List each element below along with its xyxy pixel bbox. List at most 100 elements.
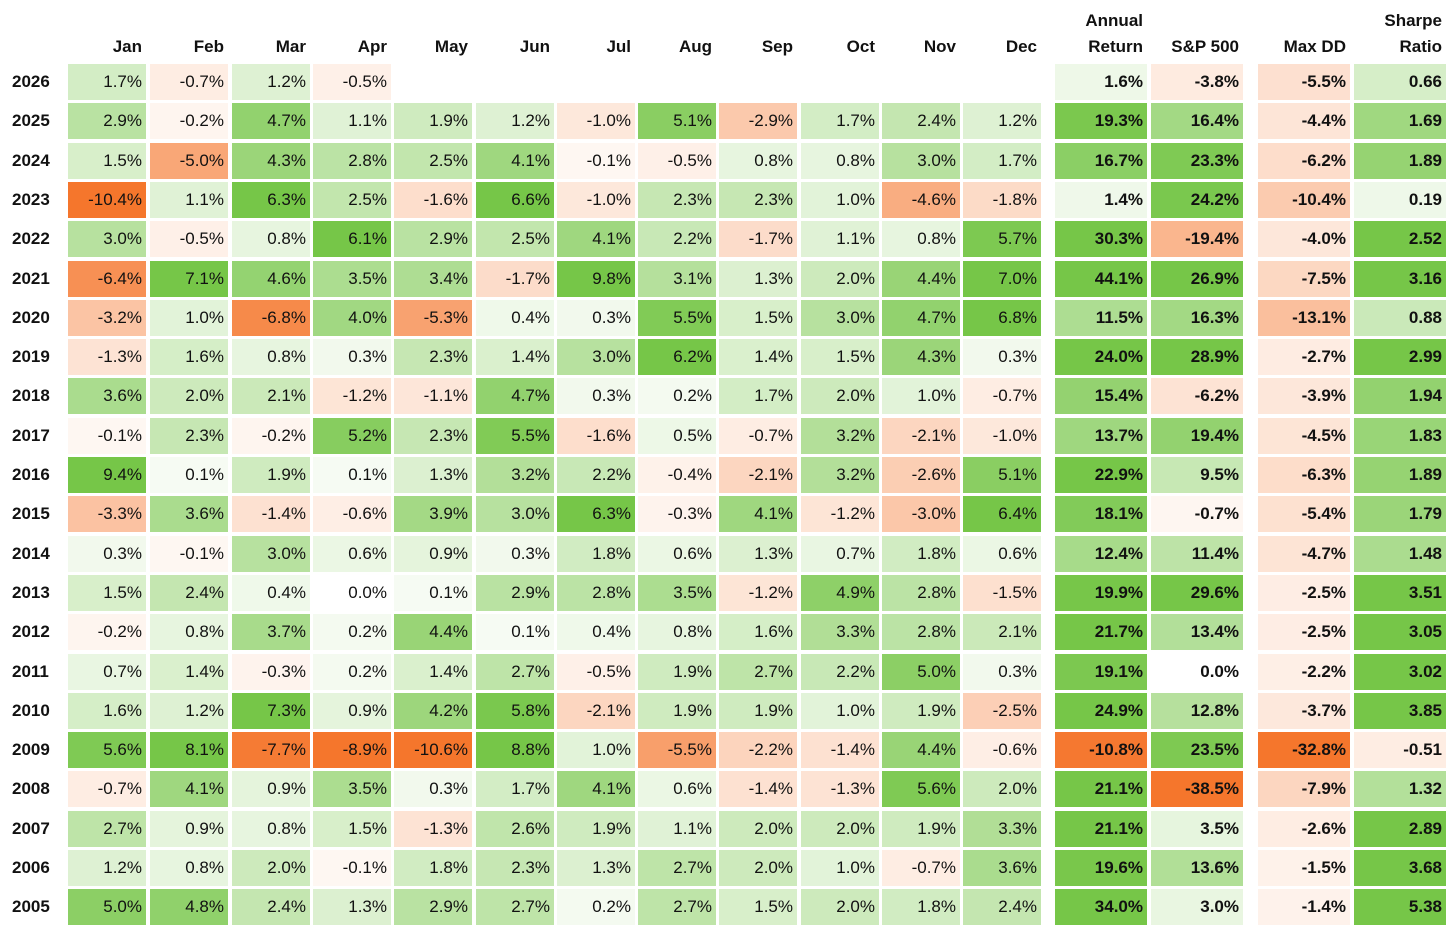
month-return: 1.9% xyxy=(638,692,716,729)
summary-value: -1.5% xyxy=(1258,850,1350,886)
summary-value: 19.9% xyxy=(1055,574,1147,611)
month-return: 1.5% xyxy=(719,299,797,336)
month-return: -1.2% xyxy=(719,574,797,611)
month-return: 2.8% xyxy=(882,614,960,651)
summary-value: -38.5% xyxy=(1151,771,1243,808)
month-return: 4.1% xyxy=(476,142,554,179)
month-return: 2.4% xyxy=(232,889,310,926)
month-return: -1.7% xyxy=(719,221,797,258)
month-return: 0.3% xyxy=(963,339,1041,376)
month-return: 2.0% xyxy=(801,260,879,297)
month-return: 6.6% xyxy=(476,181,554,218)
month-return: 0.6% xyxy=(313,535,391,572)
month-return: 0.8% xyxy=(150,614,228,651)
month-return: -1.6% xyxy=(394,181,472,218)
month-return: 1.8% xyxy=(394,850,472,886)
summary-value: 18.1% xyxy=(1055,496,1147,533)
month-return: 3.5% xyxy=(638,574,716,611)
month-return: 3.2% xyxy=(801,457,879,493)
month-return: 5.0% xyxy=(882,653,960,690)
month-return: -0.4% xyxy=(638,457,716,493)
month-return: -1.5% xyxy=(963,574,1041,611)
month-return: 0.8% xyxy=(150,850,228,886)
month-return: 1.0% xyxy=(882,378,960,415)
month-return: 0.8% xyxy=(232,221,310,258)
month-return: 1.7% xyxy=(719,378,797,415)
summary-value: 19.4% xyxy=(1151,417,1243,454)
month-return: 2.4% xyxy=(963,889,1041,926)
month-return: 7.3% xyxy=(232,692,310,729)
row-year: 2023 xyxy=(12,189,50,209)
month-return: 3.0% xyxy=(557,339,635,376)
month-return: -1.0% xyxy=(557,181,635,218)
month-return: 4.9% xyxy=(801,574,879,611)
month-return: 2.7% xyxy=(476,653,554,690)
month-return: 2.9% xyxy=(394,221,472,258)
column-header: Sharpe Ratio xyxy=(1384,11,1442,56)
month-return: 3.6% xyxy=(68,378,146,415)
month-return: -1.3% xyxy=(801,771,879,808)
month-return: 0.9% xyxy=(313,692,391,729)
summary-value: 13.6% xyxy=(1151,850,1243,886)
month-return: -0.6% xyxy=(313,496,391,533)
month-return: 5.7% xyxy=(963,221,1041,258)
month-return: 0.2% xyxy=(557,889,635,926)
month-return: 3.2% xyxy=(801,417,879,454)
month-return: 2.3% xyxy=(394,417,472,454)
summary-value: -13.1% xyxy=(1258,299,1350,336)
summary-value: -2.5% xyxy=(1258,614,1350,651)
summary-value: 11.4% xyxy=(1151,535,1243,572)
summary-value: 12.8% xyxy=(1151,692,1243,729)
month-return: 1.9% xyxy=(719,692,797,729)
column-header: Oct xyxy=(846,37,875,56)
month-return: -1.0% xyxy=(557,103,635,140)
month-return: 2.8% xyxy=(882,574,960,611)
row-year: 2021 xyxy=(12,268,50,288)
summary-value: 3.16 xyxy=(1354,260,1446,297)
month-return: 2.5% xyxy=(476,221,554,258)
month-return: 1.3% xyxy=(719,260,797,297)
month-return: 1.8% xyxy=(557,535,635,572)
month-return: 1.5% xyxy=(68,142,146,179)
month-return: 5.6% xyxy=(882,771,960,808)
summary-value: 29.6% xyxy=(1151,574,1243,611)
month-return: -1.4% xyxy=(719,771,797,808)
month-return: 0.8% xyxy=(638,614,716,651)
month-return: 1.7% xyxy=(68,64,146,100)
row-year: 2006 xyxy=(12,858,50,877)
summary-value: -4.7% xyxy=(1258,535,1350,572)
month-return: 1.7% xyxy=(801,103,879,140)
month-return: 0.3% xyxy=(313,339,391,376)
month-return: 3.7% xyxy=(232,614,310,651)
month-return: -0.7% xyxy=(882,850,960,886)
month-return: 8.1% xyxy=(150,732,228,769)
summary-value: -5.4% xyxy=(1258,496,1350,533)
month-return: 0.4% xyxy=(557,614,635,651)
month-return: 5.2% xyxy=(313,417,391,454)
month-return: 2.5% xyxy=(394,142,472,179)
row-year: 2010 xyxy=(12,700,50,720)
month-return: 7.0% xyxy=(963,260,1041,297)
month-return: 6.4% xyxy=(963,496,1041,533)
column-header: May xyxy=(434,37,468,56)
month-return: 0.6% xyxy=(638,535,716,572)
month-return: 0.6% xyxy=(638,771,716,808)
column-header: Jun xyxy=(519,37,550,56)
summary-value: -7.9% xyxy=(1258,771,1350,808)
row-year: 2008 xyxy=(12,779,50,799)
month-return: 4.1% xyxy=(719,496,797,533)
month-return: 1.8% xyxy=(882,535,960,572)
month-return: 0.3% xyxy=(963,653,1041,690)
month-return: 8.8% xyxy=(476,732,554,769)
month-return: -0.7% xyxy=(150,64,228,100)
month-return: -2.1% xyxy=(882,417,960,454)
month-return: 5.5% xyxy=(476,417,554,454)
month-return: 6.8% xyxy=(963,299,1041,336)
month-return: 1.3% xyxy=(557,850,635,886)
row-year: 2005 xyxy=(12,897,50,917)
month-return: 1.9% xyxy=(882,692,960,729)
summary-value: 9.5% xyxy=(1151,457,1243,493)
month-return: 1.4% xyxy=(150,653,228,690)
summary-value: 21.7% xyxy=(1055,614,1147,651)
summary-value: -32.8% xyxy=(1258,732,1350,769)
